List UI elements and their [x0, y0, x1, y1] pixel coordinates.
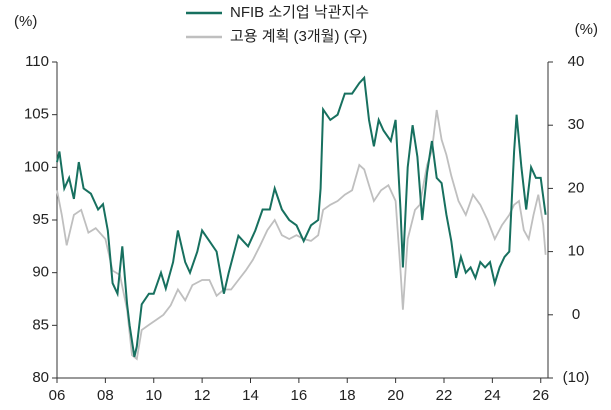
x-tick-label: 08 — [97, 387, 114, 404]
series-line — [56, 75, 547, 358]
y2-axis-title: (%) — [575, 21, 598, 38]
y2-tick-label: 40 — [568, 53, 585, 70]
x-tick-label: 12 — [194, 387, 211, 404]
x-tick-label: 26 — [532, 387, 549, 404]
y2-tick-label: 20 — [568, 179, 585, 196]
y2-tick-label: 30 — [568, 116, 585, 133]
y-tick-label: 100 — [24, 158, 49, 175]
legend-label: NFIB 소기업 낙관지수 — [230, 4, 369, 21]
x-tick-label: 18 — [339, 387, 356, 404]
x-tick-label: 20 — [387, 387, 404, 404]
x-tick-label: 10 — [145, 387, 162, 404]
series-line — [56, 109, 547, 361]
x-tick-label: 22 — [436, 387, 453, 404]
y2-tick-label: (10) — [563, 369, 590, 386]
y-tick-label: 90 — [32, 264, 49, 281]
x-tick-label: 06 — [49, 387, 66, 404]
legend-label: 고용 계획 (3개월) (우) — [230, 28, 367, 45]
y-tick-label: 95 — [32, 211, 49, 228]
x-tick-label: 24 — [484, 387, 501, 404]
y-tick-label: 105 — [24, 106, 49, 123]
x-tick-label: 14 — [242, 387, 259, 404]
y-tick-label: 80 — [32, 369, 49, 386]
x-tick-label: 16 — [291, 387, 308, 404]
y2-tick-label: 0 — [572, 306, 580, 323]
y-axis-title: (%) — [14, 13, 37, 30]
y-tick-label: 85 — [32, 316, 49, 333]
y-tick-label: 110 — [25, 53, 49, 70]
y2-tick-label: 10 — [568, 243, 585, 260]
